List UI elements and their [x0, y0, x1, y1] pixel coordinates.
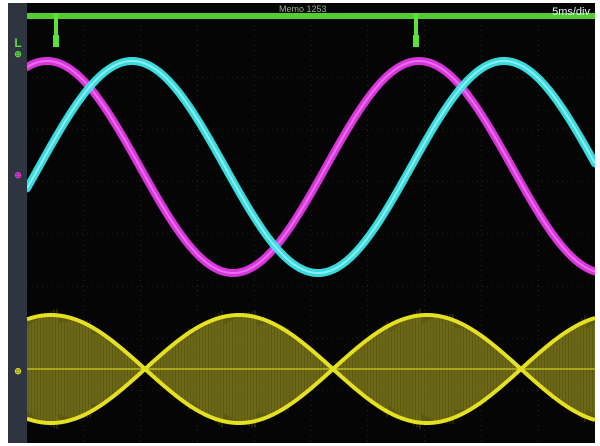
waveform-screen: Memo 1253 5ms/div — [27, 3, 595, 443]
channel-marker-bar: L ⊕ ⊕ ⊕ — [8, 3, 27, 443]
ch1-ground-marker[interactable]: ⊕ — [14, 49, 22, 59]
ch2-ground-marker[interactable]: ⊕ — [14, 170, 22, 180]
memo-label: Memo 1253 — [279, 4, 327, 14]
waveform-plot — [27, 13, 595, 443]
trigger-level-marker[interactable]: L — [14, 36, 22, 50]
ch2-magenta-trace — [27, 56, 595, 278]
ch3-ground-marker[interactable]: ⊕ — [14, 366, 22, 376]
oscilloscope-display: L ⊕ ⊕ ⊕ Memo 1253 5ms/div — [8, 3, 595, 443]
ch4-yellow-envelope-bottom — [27, 366, 595, 426]
status-bar: Memo 1253 5ms/div — [27, 3, 595, 25]
ch2-magenta-trace-core — [27, 59, 595, 275]
trigger-pulse-foot — [53, 35, 59, 47]
trigger-pulse — [414, 13, 418, 35]
ch4-yellow-envelope-top — [27, 312, 595, 372]
timebase-readout[interactable]: 5ms/div — [552, 6, 590, 18]
trigger-trace — [27, 13, 595, 19]
trigger-pulse-foot — [413, 35, 419, 47]
trigger-pulse — [54, 13, 58, 35]
ch3-cyan-trace-core — [27, 60, 595, 274]
